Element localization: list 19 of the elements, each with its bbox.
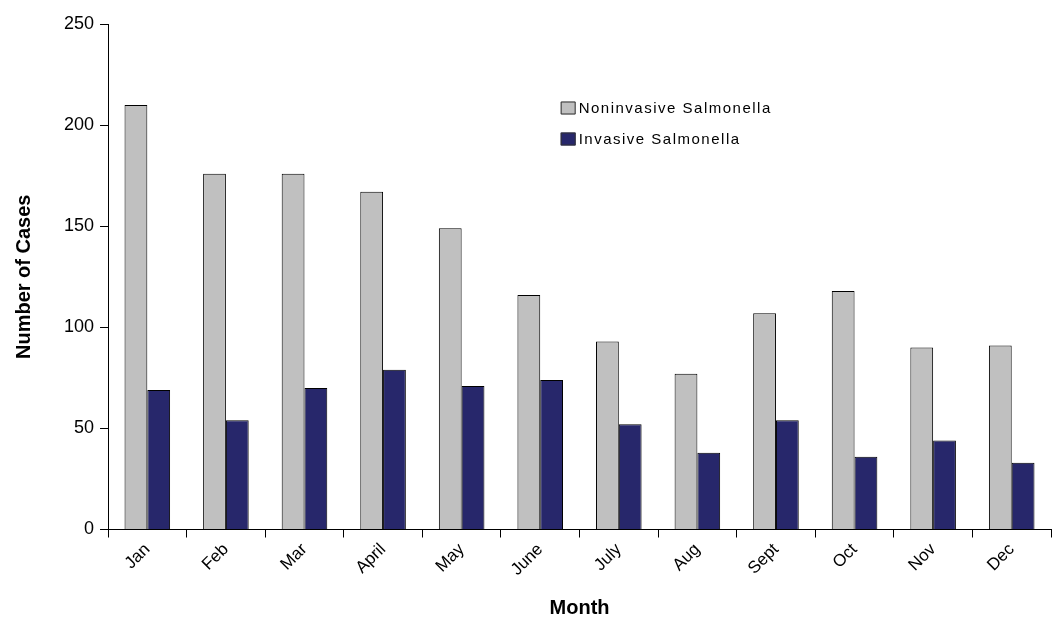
x-tick-label: Aug bbox=[668, 539, 704, 575]
y-tick-label: 200 bbox=[63, 114, 95, 135]
y-tick-label: 0 bbox=[84, 518, 95, 539]
x-axis-title: Month bbox=[549, 595, 610, 618]
x-tick-label: Oct bbox=[828, 539, 861, 572]
x-tick-label: July bbox=[590, 539, 626, 575]
legend-label: Noninvasive Salmonella bbox=[578, 99, 772, 117]
y-tick-label: 100 bbox=[63, 316, 95, 337]
y-tick-label: 150 bbox=[63, 215, 95, 236]
x-tick-label: Feb bbox=[197, 539, 233, 574]
x-tick-label: Nov bbox=[904, 539, 940, 575]
x-tick-label: May bbox=[431, 539, 469, 576]
y-tick-label: 250 bbox=[63, 12, 95, 33]
x-tick-label: Jan bbox=[120, 539, 154, 573]
legend-label: Invasive Salmonella bbox=[578, 130, 741, 148]
x-tick-label: Dec bbox=[983, 539, 1019, 575]
x-tick-label: Mar bbox=[276, 539, 311, 574]
y-axis-title: Number of Cases bbox=[11, 194, 34, 359]
y-tick-label: 50 bbox=[74, 417, 95, 438]
